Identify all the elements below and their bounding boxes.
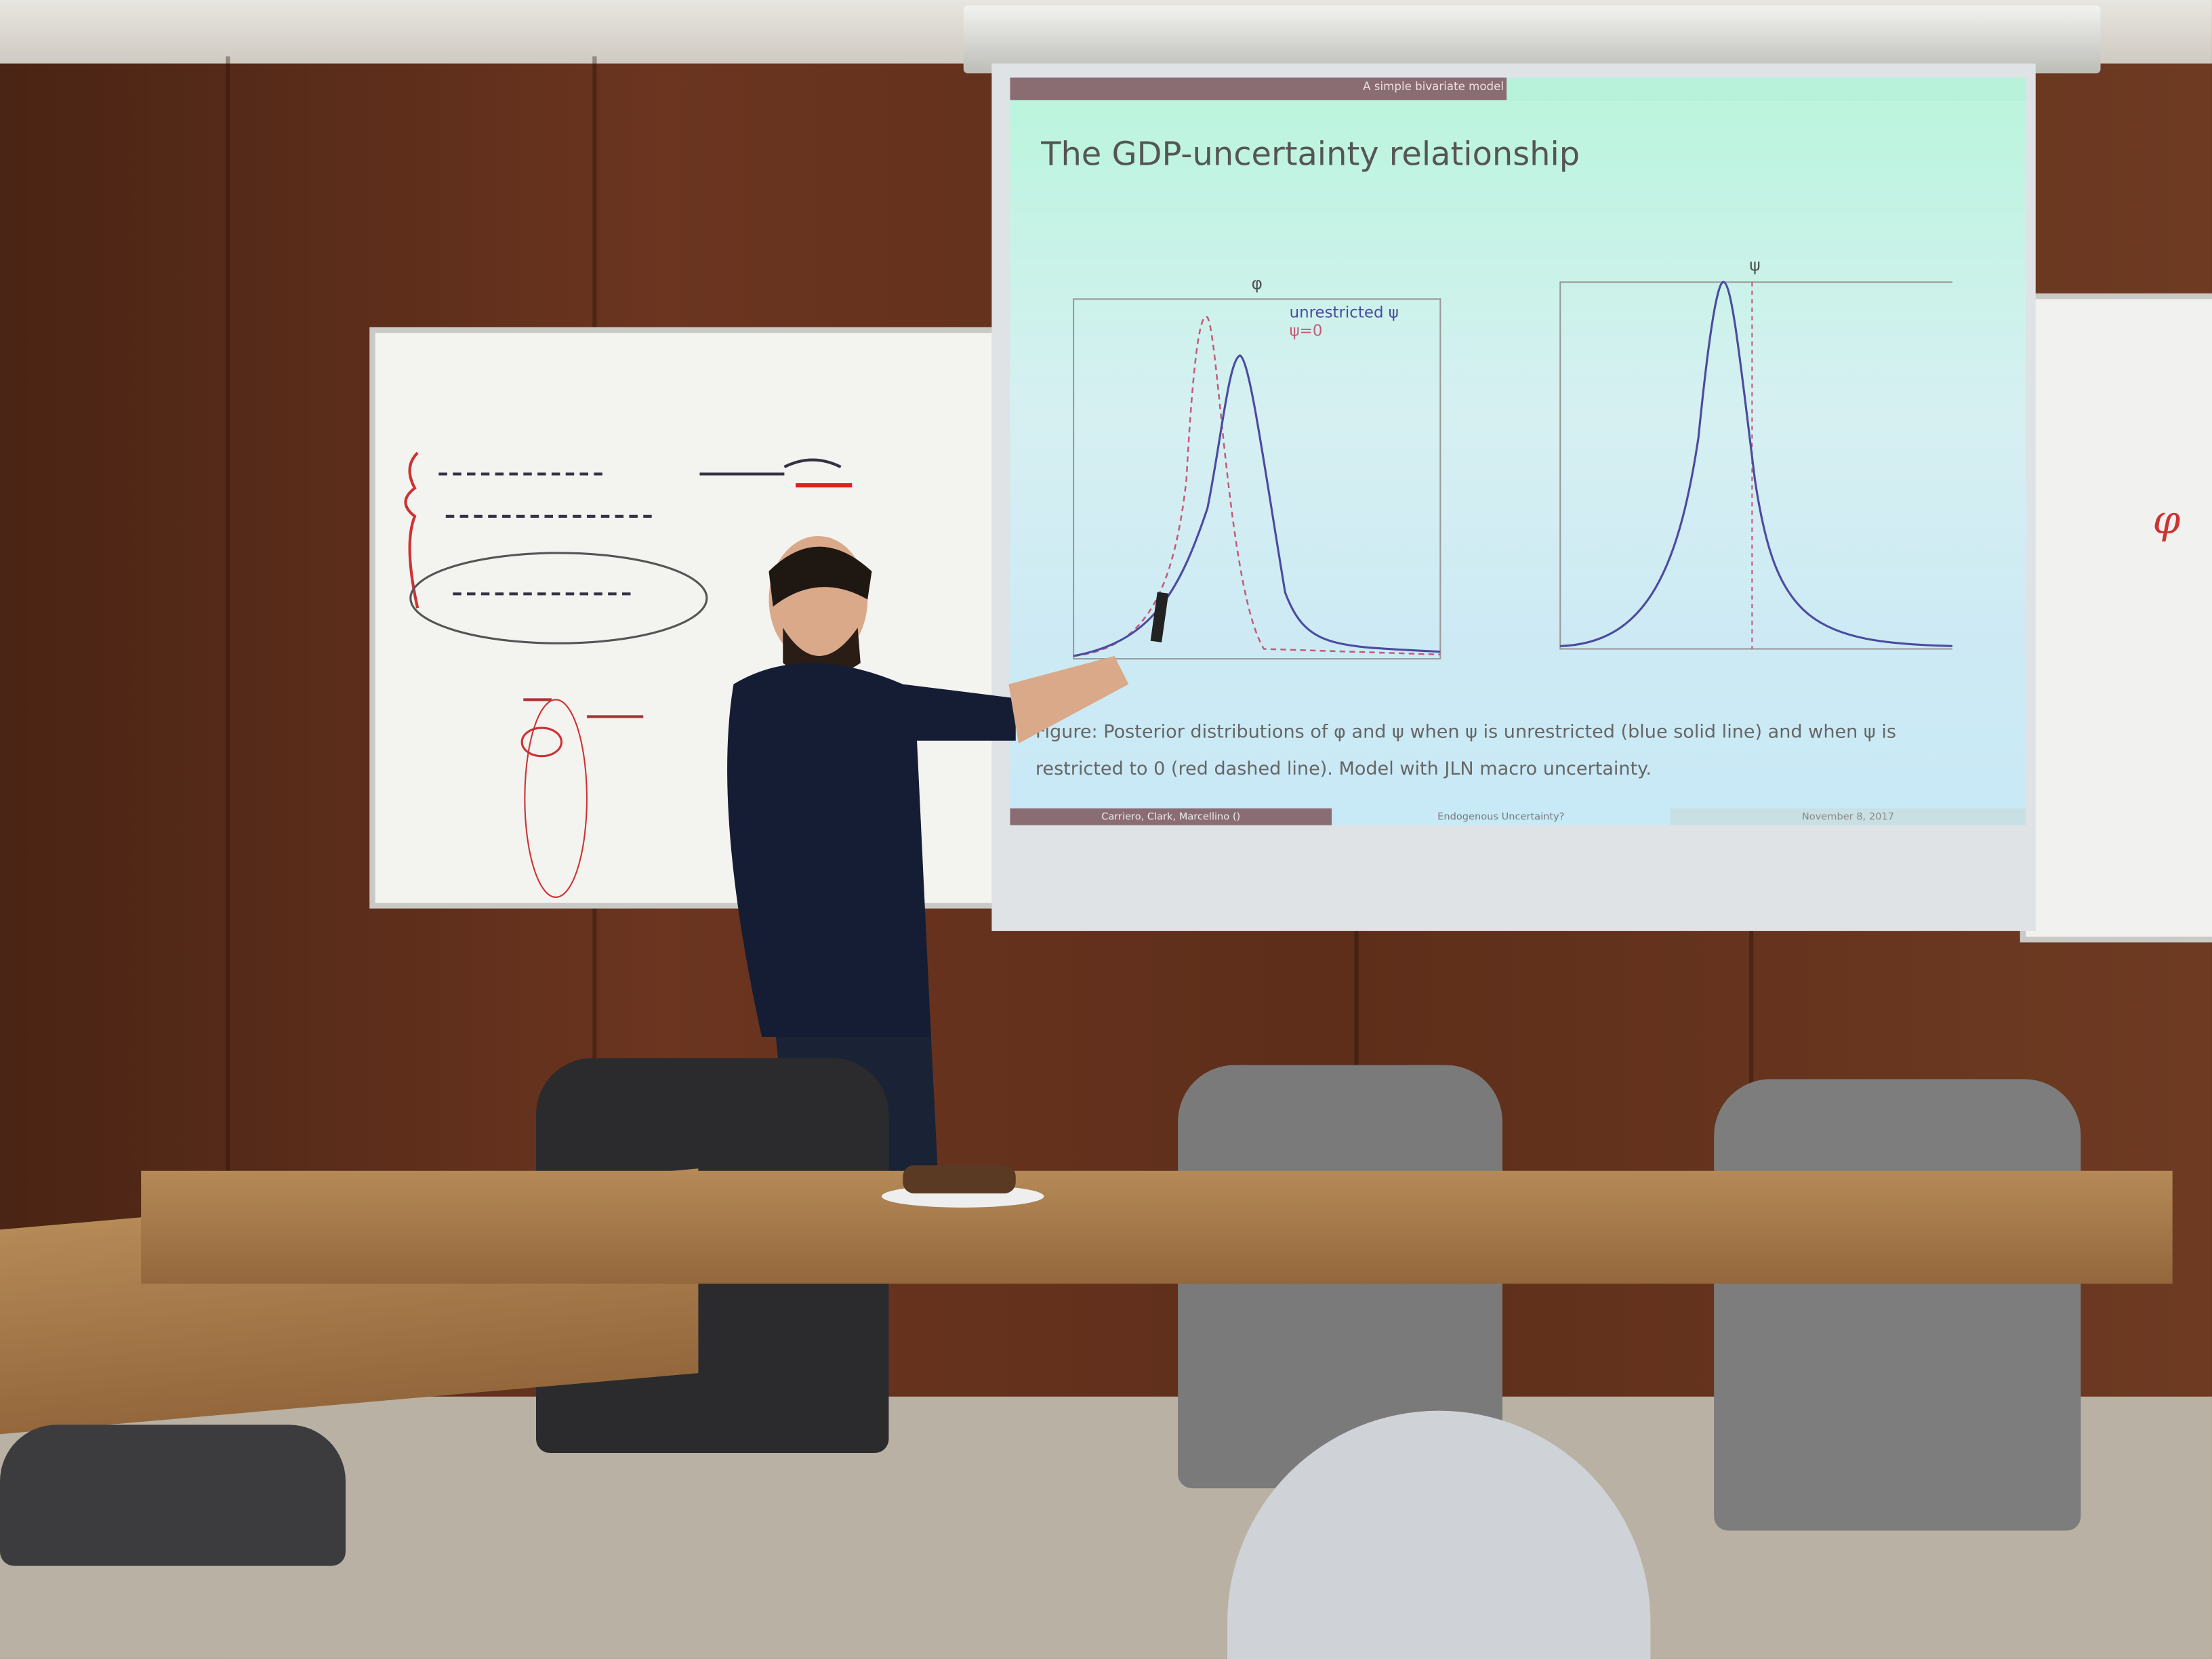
whiteboard-right: φ [2020, 293, 2212, 943]
presentation-slide: A simple bivariate model The GDP-uncerta… [1010, 77, 2026, 825]
presenter-shirt [727, 663, 1016, 1037]
footer-date: November 8, 2017 [1670, 808, 2026, 825]
slide-header-bar: A simple bivariate model [1010, 77, 2026, 100]
slide-title: The GDP-uncertainty relationship [1041, 136, 1580, 174]
dashed-line-restricted [1073, 316, 1441, 657]
plot-legend: unrestricted ψ ψ=0 [1290, 304, 1399, 340]
wall-panel [226, 56, 230, 1214]
presenter-hair [769, 546, 872, 607]
plot-title-psi: ψ [1749, 255, 1760, 275]
handwritten-equations [404, 451, 853, 898]
legend-unrestricted: unrestricted ψ [1289, 303, 1399, 322]
posterior-plot-phi: φ [1073, 274, 1441, 660]
slide-footer: Carriero, Clark, Marcellino () Endogenou… [1010, 808, 2026, 825]
solid-line-unrestricted [1073, 354, 1441, 657]
header-section-inactive [1507, 77, 2026, 100]
figure-caption: Figure: Posterior distributions of φ and… [1035, 722, 1896, 781]
posterior-plot-psi: ψ [1559, 255, 1952, 650]
office-chair [1714, 1079, 2081, 1531]
marker-pen [1150, 592, 1169, 642]
plot-frame [1559, 281, 1952, 650]
footer-authors: Carriero, Clark, Marcellino () [1010, 808, 1332, 825]
legend-restricted: ψ=0 [1289, 321, 1323, 340]
plot-frame [1073, 298, 1441, 660]
whiteboard-symbol: φ [2152, 496, 2181, 544]
solid-line-unrestricted [1560, 281, 1952, 647]
pastries [903, 1165, 1016, 1194]
conference-table [141, 1170, 2173, 1284]
presenter-arm [1008, 655, 1129, 744]
header-section: A simple bivariate model [1363, 80, 1504, 94]
office-chair-left [0, 1425, 346, 1566]
plot-title-phi: φ [1251, 274, 1262, 293]
projector-screen-housing [963, 5, 2101, 74]
footer-title: Endogenous Uncertainty? [1437, 811, 1565, 823]
